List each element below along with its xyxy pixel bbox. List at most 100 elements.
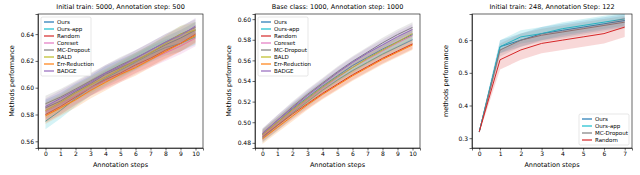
legend-swatch <box>44 70 54 71</box>
y-tick-label: 0.60 <box>238 16 252 23</box>
x-axis: 012345678910 <box>39 148 204 157</box>
x-tick-label: 5 <box>119 150 123 157</box>
x-tick: 5 <box>582 148 586 157</box>
legend-label: MC-Dropout <box>595 130 629 137</box>
y-axis-title: Methods performance <box>8 45 16 116</box>
x-tick: 10 <box>409 148 417 157</box>
y-tick-label: 0.58 <box>21 111 35 118</box>
y-axis-line <box>253 15 256 149</box>
legend-label: Ours-app <box>57 26 83 33</box>
legend-swatch <box>261 63 271 64</box>
legend-swatch <box>261 56 271 57</box>
error-band <box>479 16 624 134</box>
legend-label: Random <box>274 33 297 39</box>
x-tick-label: 6 <box>351 150 355 157</box>
x-axis-title: Annotation steps <box>310 161 366 169</box>
series-line <box>263 29 413 133</box>
plot-area <box>479 14 624 133</box>
x-tick-label: 4 <box>561 150 565 157</box>
legend-swatch <box>44 63 54 64</box>
legend-swatch <box>261 42 271 43</box>
y-tick-mark <box>253 102 256 103</box>
y-tick-label: 0.4 <box>458 102 468 109</box>
panel: 0123456789100.560.580.600.620.64Initial … <box>8 3 204 169</box>
x-tick: 0 <box>478 148 482 157</box>
x-axis: 01234567 <box>473 148 633 157</box>
series-line <box>46 26 196 106</box>
y-axis: 0.30.40.50.6 <box>458 15 472 149</box>
y-tick: 0.56 <box>238 57 255 64</box>
error-band <box>479 14 624 133</box>
x-tick: 0 <box>261 148 265 157</box>
y-tick: 0.6 <box>458 37 472 44</box>
y-tick-mark <box>470 138 473 139</box>
legend-box <box>579 114 629 145</box>
x-tick: 5 <box>336 148 340 157</box>
legend-label: Coreset <box>274 40 296 46</box>
y-tick: 0.48 <box>238 139 255 146</box>
legend-swatch <box>582 139 592 140</box>
x-tick: 9 <box>396 148 400 157</box>
x-tick: 3 <box>306 148 310 157</box>
x-tick-label: 5 <box>336 150 340 157</box>
x-axis-title: Annotation steps <box>93 161 149 169</box>
x-tick: 1 <box>59 148 63 157</box>
legend-label: MC-Dropout <box>57 47 91 54</box>
y-tick: 0.52 <box>238 98 255 105</box>
y-axis: 0.480.500.520.540.560.580.60 <box>238 15 256 149</box>
panel: 012345670.30.40.50.6Initial train: 248, … <box>442 3 633 169</box>
plot-frame <box>472 14 632 148</box>
x-tick-label: 0 <box>261 150 265 157</box>
x-tick-label: 7 <box>366 150 370 157</box>
y-tick-mark <box>36 88 39 89</box>
x-tick: 7 <box>366 148 370 157</box>
x-tick: 9 <box>179 148 183 157</box>
y-tick: 0.5 <box>458 69 472 76</box>
legend-swatch <box>261 21 271 22</box>
x-tick: 4 <box>321 148 325 157</box>
y-tick-mark <box>253 19 256 20</box>
chart-title: Base class: 1000, Annotation step: 1000 <box>272 3 404 11</box>
y-tick-mark <box>470 73 473 74</box>
x-tick-label: 9 <box>179 150 183 157</box>
x-tick-label: 8 <box>164 150 168 157</box>
y-tick-label: 0.6 <box>458 37 468 44</box>
legend-label: Err-Reduction <box>57 61 95 67</box>
x-tick: 8 <box>381 148 385 157</box>
y-tick: 0.54 <box>238 77 255 84</box>
y-tick: 0.50 <box>238 119 255 126</box>
legend-label: Err-Reduction <box>274 61 312 67</box>
x-tick: 0 <box>44 148 48 157</box>
x-tick-label: 1 <box>276 150 280 157</box>
legend-label: BADGE <box>274 68 294 74</box>
x-tick: 7 <box>149 148 153 157</box>
y-axis-title: Methods performance <box>225 45 233 116</box>
x-tick: 6 <box>134 148 138 157</box>
y-tick-label: 0.56 <box>238 57 252 64</box>
error-band <box>46 18 196 114</box>
y-tick-label: 0.60 <box>21 84 35 91</box>
x-tick: 2 <box>74 148 78 157</box>
legend-label: Random <box>595 137 618 143</box>
x-tick: 7 <box>623 148 627 157</box>
x-axis-title: Annotation steps <box>524 161 580 169</box>
plot-frame <box>255 14 420 148</box>
y-tick-label: 0.62 <box>21 57 35 64</box>
x-tick-label: 10 <box>409 150 417 157</box>
x-tick: 4 <box>104 148 108 157</box>
series-line <box>263 45 413 139</box>
error-band <box>263 24 413 138</box>
series-line <box>479 27 624 132</box>
y-tick: 0.56 <box>21 138 38 145</box>
x-tick-label: 2 <box>519 150 523 157</box>
y-tick: 0.58 <box>21 111 38 118</box>
x-tick: 5 <box>119 148 123 157</box>
legend-label: Coreset <box>57 40 79 46</box>
y-tick-mark <box>253 81 256 82</box>
plot-area <box>263 22 413 144</box>
legend-swatch <box>44 28 54 29</box>
x-tick: 1 <box>276 148 280 157</box>
x-axis-line <box>473 149 633 151</box>
x-tick-label: 0 <box>44 150 48 157</box>
y-tick-mark <box>253 60 256 61</box>
